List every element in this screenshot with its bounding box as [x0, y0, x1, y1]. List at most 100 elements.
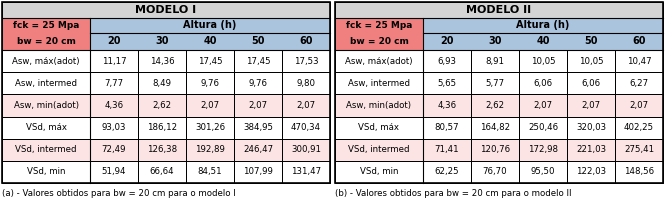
Bar — [335, 72, 423, 94]
Bar — [90, 18, 330, 33]
Text: 6,06: 6,06 — [533, 79, 553, 88]
Bar — [567, 72, 615, 94]
Bar — [2, 2, 330, 183]
Text: 5,65: 5,65 — [438, 79, 457, 88]
Bar — [186, 94, 234, 117]
Bar — [2, 161, 90, 183]
Text: 131,47: 131,47 — [291, 167, 321, 176]
Text: 275,41: 275,41 — [624, 145, 654, 154]
Bar — [615, 139, 663, 161]
Text: 30: 30 — [155, 37, 169, 46]
Text: 300,91: 300,91 — [291, 145, 321, 154]
Bar — [423, 50, 471, 72]
Bar — [2, 18, 90, 50]
Bar — [519, 139, 567, 161]
Bar — [335, 50, 423, 72]
Bar — [90, 50, 138, 72]
Bar — [423, 33, 663, 50]
Text: 2,62: 2,62 — [485, 101, 505, 110]
Bar — [335, 117, 423, 139]
Bar — [335, 139, 423, 161]
Text: Asw, intermed: Asw, intermed — [15, 79, 77, 88]
Bar — [519, 161, 567, 183]
Text: 384,95: 384,95 — [243, 123, 273, 132]
Bar — [138, 72, 186, 94]
Text: Altura (h): Altura (h) — [516, 21, 570, 30]
Text: 148,56: 148,56 — [624, 167, 654, 176]
Text: 72,49: 72,49 — [102, 145, 126, 154]
Bar — [282, 94, 330, 117]
Text: 60: 60 — [299, 37, 313, 46]
Text: 107,99: 107,99 — [243, 167, 273, 176]
Text: bw = 20 cm: bw = 20 cm — [350, 37, 408, 46]
Text: 8,91: 8,91 — [485, 56, 505, 66]
Text: (b) - Valores obtidos para bw = 20 cm para o modelo II: (b) - Valores obtidos para bw = 20 cm pa… — [335, 189, 571, 197]
Text: Asw, máx(adot): Asw, máx(adot) — [345, 56, 413, 66]
Text: 2,07: 2,07 — [200, 101, 219, 110]
Bar — [186, 139, 234, 161]
Bar — [423, 94, 471, 117]
Text: VSd, intermed: VSd, intermed — [348, 145, 410, 154]
Text: 246,47: 246,47 — [243, 145, 273, 154]
Text: 84,51: 84,51 — [198, 167, 222, 176]
Bar — [615, 117, 663, 139]
Bar — [2, 50, 90, 72]
Text: 20: 20 — [107, 37, 121, 46]
Text: fck = 25 Mpa: fck = 25 Mpa — [346, 21, 412, 30]
Text: 10,05: 10,05 — [579, 56, 603, 66]
Text: 62,25: 62,25 — [435, 167, 460, 176]
Bar — [234, 139, 282, 161]
Text: 2,07: 2,07 — [581, 101, 600, 110]
Text: 126,38: 126,38 — [147, 145, 177, 154]
Bar — [282, 50, 330, 72]
Text: 6,93: 6,93 — [438, 56, 456, 66]
Text: 10,47: 10,47 — [626, 56, 651, 66]
Bar — [2, 2, 330, 18]
Text: fck = 25 Mpa: fck = 25 Mpa — [13, 21, 79, 30]
Bar — [335, 2, 663, 18]
Bar — [138, 94, 186, 117]
Text: 9,80: 9,80 — [297, 79, 315, 88]
Bar — [234, 161, 282, 183]
Bar — [282, 72, 330, 94]
Text: 172,98: 172,98 — [528, 145, 558, 154]
Bar — [335, 161, 423, 183]
Text: (a) - Valores obtidos para bw = 20 cm para o modelo I: (a) - Valores obtidos para bw = 20 cm pa… — [2, 189, 236, 197]
Bar — [567, 117, 615, 139]
Text: 250,46: 250,46 — [528, 123, 558, 132]
Text: 50: 50 — [585, 37, 598, 46]
Bar — [615, 72, 663, 94]
Text: 76,70: 76,70 — [483, 167, 507, 176]
Text: 17,53: 17,53 — [294, 56, 319, 66]
Bar — [90, 161, 138, 183]
Bar — [90, 139, 138, 161]
Text: 9,76: 9,76 — [249, 79, 267, 88]
Text: 2,62: 2,62 — [152, 101, 172, 110]
Text: 2,07: 2,07 — [249, 101, 267, 110]
Text: 20: 20 — [440, 37, 454, 46]
Text: VSd, máx: VSd, máx — [25, 123, 66, 132]
Bar — [2, 139, 90, 161]
Text: 2,07: 2,07 — [297, 101, 316, 110]
Text: 80,57: 80,57 — [435, 123, 460, 132]
Bar — [282, 139, 330, 161]
Bar — [282, 117, 330, 139]
Bar — [471, 161, 519, 183]
Bar — [567, 161, 615, 183]
Text: 60: 60 — [632, 37, 646, 46]
Bar — [234, 72, 282, 94]
Text: 11,17: 11,17 — [102, 56, 126, 66]
Bar — [90, 33, 330, 50]
Text: 10,05: 10,05 — [531, 56, 555, 66]
Text: 192,89: 192,89 — [195, 145, 225, 154]
Bar — [567, 50, 615, 72]
Bar — [423, 72, 471, 94]
Bar — [2, 72, 90, 94]
Text: 95,50: 95,50 — [531, 167, 555, 176]
Text: 4,36: 4,36 — [104, 101, 124, 110]
Bar — [423, 18, 663, 33]
Bar — [615, 50, 663, 72]
Text: VSd, máx: VSd, máx — [358, 123, 400, 132]
Bar — [90, 94, 138, 117]
Text: 221,03: 221,03 — [576, 145, 606, 154]
